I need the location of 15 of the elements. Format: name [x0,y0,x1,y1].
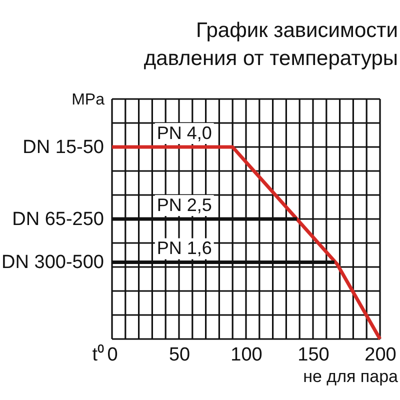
series-label: PN 1,6 [156,238,212,258]
series-label: PN 4,0 [156,123,212,143]
chart-title: График зависимости давления от температуры [144,19,398,70]
text: DN 300-500 [2,252,104,274]
text: DN 65-250 [12,209,104,230]
text: не для пара [303,367,399,386]
x-tick-label: 50 [168,344,190,366]
x-tick-label: 150 [298,344,330,366]
x-axis-title: t⁰ [92,344,104,366]
y-axis-title: MPa [72,92,105,108]
x-tick-label: 100 [230,344,262,366]
series-label: PN 2,5 [156,195,212,215]
text: DN 15-50 [22,137,104,158]
x-tick-label: 200 [364,344,396,366]
x-tick-label: 0 [107,344,118,366]
